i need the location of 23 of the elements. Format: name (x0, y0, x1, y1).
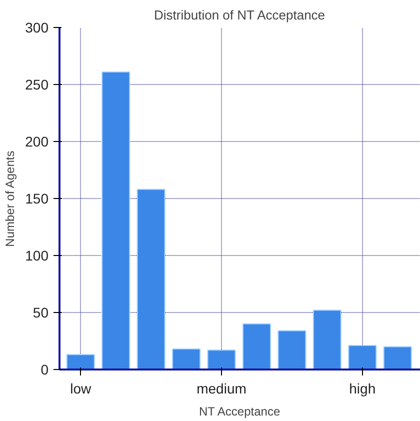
bar (66, 354, 95, 370)
bar (207, 350, 236, 370)
x-tick-label: low (70, 380, 92, 396)
x-tick-label: medium (196, 380, 246, 396)
y-tick-label: 200 (25, 134, 49, 150)
x-tick-label: high (349, 380, 376, 396)
y-tick-label: 150 (25, 190, 49, 206)
y-tick-label: 0 (40, 362, 49, 378)
y-tick-label: 100 (25, 248, 49, 264)
bar (102, 71, 130, 370)
y-tick-label: 300 (25, 20, 49, 36)
y-tick-label: 50 (32, 304, 49, 320)
bar (136, 188, 166, 370)
bar (348, 345, 377, 370)
bar (242, 323, 271, 370)
chart-title: Distribution of NT Acceptance (154, 8, 326, 22)
bar (278, 330, 306, 370)
bar (172, 348, 201, 370)
y-axis-title: Number of Agents (3, 150, 18, 247)
x-axis-title: NT Acceptance (198, 404, 280, 418)
bar (312, 310, 342, 370)
bar (383, 346, 412, 370)
y-tick-label: 250 (25, 76, 49, 92)
